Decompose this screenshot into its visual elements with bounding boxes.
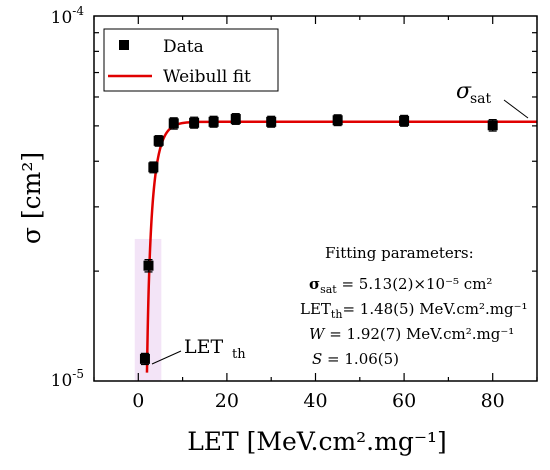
legend-fit-label: Weibull fit xyxy=(163,67,251,87)
x-tick-label: 40 xyxy=(303,390,327,412)
legend-box xyxy=(103,28,279,92)
x-tick-label: 0 xyxy=(132,390,144,412)
data-point xyxy=(230,114,241,125)
legend-data-label: Data xyxy=(163,37,204,57)
x-tick-label: 80 xyxy=(481,390,505,412)
fit-parameters: Fitting parameters: σsat = 5.13(2)×10⁻⁵ … xyxy=(300,244,528,368)
x-tick-label: 60 xyxy=(392,390,416,412)
data-point xyxy=(399,115,410,126)
data-point xyxy=(148,162,159,173)
data-point xyxy=(168,118,179,129)
data-point xyxy=(266,116,277,127)
data-point xyxy=(139,353,150,364)
data-point xyxy=(189,117,200,128)
legend: Data Weibull fit xyxy=(103,28,279,92)
svg-text:LET: LET xyxy=(184,336,223,358)
let-th-annotation: LET th xyxy=(151,336,246,365)
legend-data-marker xyxy=(119,40,129,50)
svg-text:σ: σ xyxy=(456,79,472,104)
params-title: Fitting parameters: xyxy=(325,244,474,262)
y-axis-label: σ [cm²] xyxy=(17,152,46,244)
param-s: S = 1.06(5) xyxy=(312,350,399,368)
data-point xyxy=(143,260,154,271)
data-point xyxy=(153,135,164,146)
x-tick-label: 20 xyxy=(215,390,239,412)
data-point xyxy=(487,120,498,131)
sigma-sat-annotation: σ sat xyxy=(456,79,529,119)
param-w: W = 1.92(7) MeV.cm².mg⁻¹ xyxy=(309,325,514,343)
y-tick-label-top: 10-4 xyxy=(51,4,85,28)
y-tick-label-bottom: 10-5 xyxy=(51,367,84,391)
data-point xyxy=(208,116,219,127)
svg-text:sat: sat xyxy=(470,91,492,107)
param-sigma-sat: σsat = 5.13(2)×10⁻⁵ cm² xyxy=(309,275,492,296)
data-point xyxy=(332,115,343,126)
svg-text:th: th xyxy=(232,347,246,362)
param-let-th: LETth= 1.48(5) MeV.cm².mg⁻¹ xyxy=(300,300,528,321)
x-axis-label: LET [MeV.cm².mg⁻¹] xyxy=(187,427,447,456)
